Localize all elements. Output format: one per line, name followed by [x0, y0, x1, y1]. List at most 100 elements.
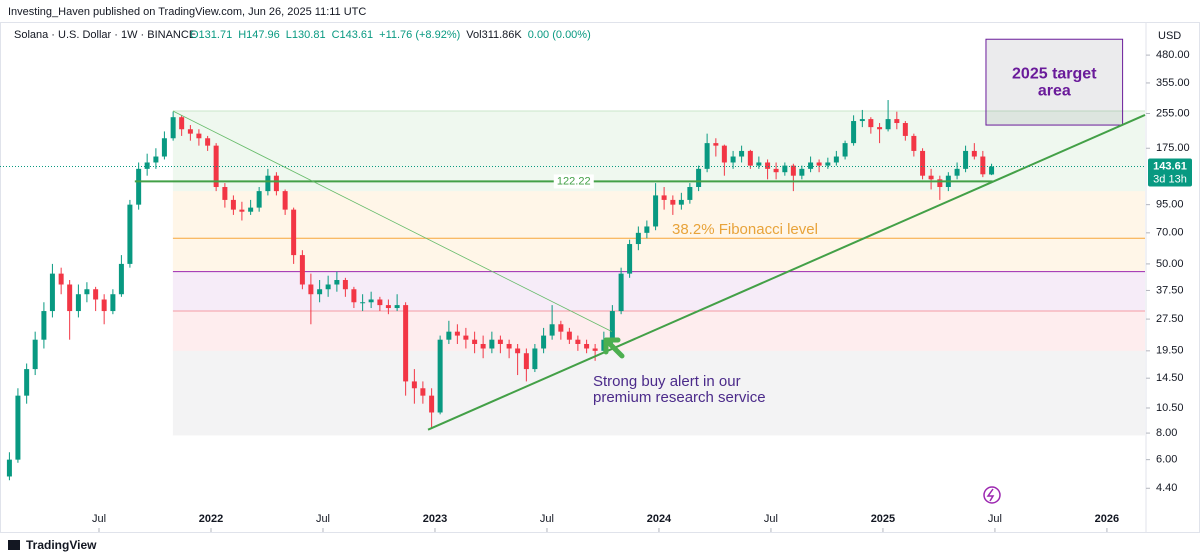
overlay: Solana · U.S. Dollar · 1W · BINANCE USD …: [8, 29, 1192, 552]
candle-body: [868, 119, 874, 128]
y-tick-label: 6.00: [1156, 454, 1177, 466]
candle-body: [334, 279, 340, 285]
candle-body: [756, 162, 762, 166]
candle-body: [127, 204, 133, 264]
level-label-bg: [553, 174, 594, 189]
candle-body: [894, 119, 900, 124]
x-tick-label: Jul: [92, 513, 106, 525]
candle-body: [558, 324, 564, 332]
y-tick-label: 19.50: [1156, 345, 1184, 357]
target-box: [985, 38, 1124, 126]
candle-body: [963, 150, 969, 169]
candle-body: [446, 331, 452, 340]
candle-body: [49, 273, 55, 312]
candle-body: [360, 302, 366, 304]
candle-body: [661, 195, 667, 200]
y-tick-label: 14.50: [1156, 372, 1184, 384]
candle-body: [394, 305, 400, 309]
candle-body: [790, 165, 796, 176]
candle-body: [497, 339, 503, 344]
candle-body: [291, 209, 297, 256]
trend-line: [172, 110, 613, 333]
legend-value: C143.61: [332, 29, 374, 41]
y-tick-label: 480.00: [1156, 49, 1190, 61]
candle-body: [773, 168, 779, 173]
candle-body: [239, 209, 245, 212]
candle-body: [515, 348, 521, 354]
candle-body: [205, 138, 211, 146]
flash-bolt: [986, 488, 995, 502]
legend-value: L130.81: [286, 29, 326, 41]
x-tick-label: 2023: [423, 513, 447, 525]
publisher: Investing_Haven published on TradingView…: [8, 6, 366, 18]
candle-body: [885, 119, 891, 130]
candle-body: [403, 305, 409, 382]
candle-body: [230, 199, 236, 210]
logo-mark: [8, 540, 20, 550]
candle-body: [584, 343, 590, 349]
y-tick-label: 4.40: [1156, 482, 1177, 494]
candle-body: [575, 339, 581, 344]
candle-body: [782, 165, 788, 173]
candle-body: [730, 156, 736, 163]
candle-body: [816, 162, 822, 166]
candle-body: [480, 343, 486, 349]
flash-icon[interactable]: [983, 486, 1001, 504]
candle-body: [196, 133, 202, 139]
plot: [0, 38, 1150, 532]
candle-body: [118, 263, 124, 295]
candle-body: [765, 162, 771, 169]
candle-body: [920, 150, 926, 176]
candle-body: [851, 121, 857, 144]
target-label: area: [1038, 82, 1071, 99]
x-tick-label: 2026: [1095, 513, 1119, 525]
candle-body: [222, 187, 228, 200]
candle-body: [351, 289, 357, 303]
candle-body: [799, 168, 805, 176]
candle-body: [635, 232, 641, 245]
candle-body: [911, 135, 917, 151]
candle-body: [937, 179, 943, 188]
candle-body: [282, 191, 288, 210]
symbol: Solana · U.S. Dollar · 1W · BINANCE: [14, 29, 196, 41]
candle-body: [618, 273, 624, 312]
candle-body: [342, 279, 348, 290]
candle-body: [696, 168, 702, 188]
y-tick-label: 50.00: [1156, 258, 1184, 270]
candle-body: [609, 311, 615, 340]
candle-body: [187, 129, 193, 134]
candle-body: [179, 117, 185, 130]
y-tick-label: 8.00: [1156, 427, 1177, 439]
candle-body: [678, 199, 684, 205]
candle-body: [67, 284, 73, 312]
last-price-tag: [1148, 158, 1192, 187]
candle-body: [592, 348, 598, 351]
y-tick-label: 355.00: [1156, 77, 1190, 89]
candle-body: [24, 369, 30, 396]
candle-body: [273, 175, 279, 192]
candle-body: [437, 339, 443, 413]
y-tick-label: 255.00: [1156, 107, 1190, 119]
fib-zone: [172, 311, 1146, 351]
x-tick-label: Jul: [316, 513, 330, 525]
level-label: 122.22: [557, 175, 591, 187]
candle-body: [153, 156, 159, 163]
candle-body: [41, 311, 47, 340]
y-tick-label: 175.00: [1156, 142, 1190, 154]
candle-body: [489, 339, 495, 349]
y-tick-label: 95.00: [1156, 199, 1184, 211]
candle-body: [549, 324, 555, 336]
candle-body: [454, 331, 460, 336]
candle-body: [523, 353, 529, 370]
fib-zone: [172, 271, 1146, 312]
candle-body: [704, 143, 710, 169]
candle-body: [265, 175, 271, 192]
candle-body: [161, 138, 167, 157]
candle-body: [110, 294, 116, 312]
candle-body: [308, 284, 314, 295]
y-tick-label: 10.50: [1156, 402, 1184, 414]
candle-body: [687, 187, 693, 200]
countdown: 3d 13h: [1153, 173, 1187, 185]
